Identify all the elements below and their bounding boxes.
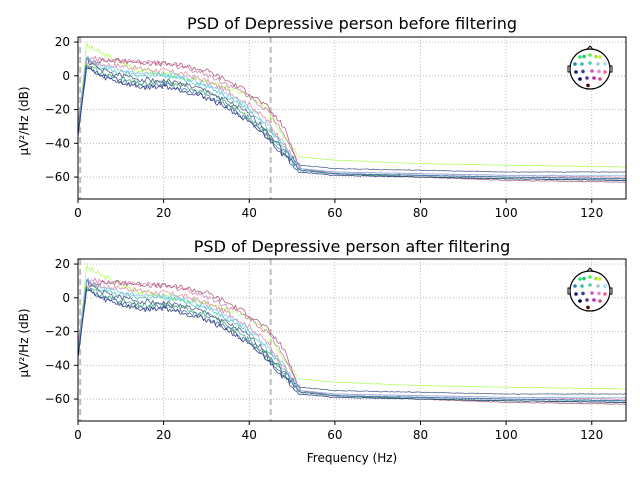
y-tick-label: 0 xyxy=(62,291,70,305)
sensor-dot xyxy=(603,292,607,296)
sensor-dot xyxy=(597,291,601,296)
sensor-dot xyxy=(596,284,600,288)
x-axis-label: Frequency (Hz) xyxy=(307,451,398,465)
sensor-dot xyxy=(580,62,584,66)
y-tick-label: −40 xyxy=(45,358,70,372)
sensor-dot xyxy=(582,54,586,59)
sensor-dot xyxy=(592,298,596,302)
psd-series-line xyxy=(78,55,626,177)
y-tick-label: −20 xyxy=(45,325,70,339)
x-tick-label: 20 xyxy=(156,428,171,442)
x-tick-label: 80 xyxy=(413,206,428,220)
sensor-dot xyxy=(598,299,602,303)
psd-series-line xyxy=(78,67,626,182)
psd-series-line xyxy=(78,277,626,399)
sensor-dot xyxy=(603,70,607,74)
y-tick-label: 20 xyxy=(55,257,70,271)
sensor-dot xyxy=(578,77,582,81)
psd-series-line xyxy=(78,58,626,173)
psd-series-line xyxy=(78,280,626,395)
chart-before-filtering: PSD of Depressive person before filterin… xyxy=(17,14,627,220)
chart-title: PSD of Depressive person before filterin… xyxy=(187,14,517,33)
left-ear-mark xyxy=(567,65,571,73)
series-group xyxy=(78,264,626,405)
y-tick-label: −40 xyxy=(45,136,70,150)
y-tick-label: 20 xyxy=(55,35,70,49)
y-tick-label: −60 xyxy=(45,392,70,406)
sensor-dot xyxy=(574,292,578,296)
sensor-dot xyxy=(590,69,594,73)
x-tick-label: 40 xyxy=(242,206,257,220)
sensor-dot xyxy=(574,70,578,74)
sensor-dot xyxy=(573,62,577,66)
x-tick-label: 100 xyxy=(495,206,518,220)
sensor-dot xyxy=(578,55,582,59)
x-tick-label: 0 xyxy=(74,428,82,442)
sensor-dot xyxy=(578,299,582,303)
sensor-dot xyxy=(580,284,584,288)
sensor-dot xyxy=(586,83,590,88)
x-tick-label: 40 xyxy=(242,428,257,442)
sensor-dot xyxy=(597,69,601,74)
sensor-dot xyxy=(582,276,586,281)
y-axis-label: µV²/Hz (dB) xyxy=(17,308,31,377)
sensor-dot xyxy=(590,291,594,295)
left-ear-mark xyxy=(567,287,571,295)
sensor-dot xyxy=(585,76,589,80)
axes-frame xyxy=(77,258,627,422)
y-tick-label: 0 xyxy=(62,69,70,83)
series-group xyxy=(78,42,626,183)
sensor-dot xyxy=(581,291,585,296)
sensor-dot xyxy=(594,54,598,59)
sensor-dot xyxy=(598,77,602,81)
x-tick-label: 20 xyxy=(156,206,171,220)
sensor-dot xyxy=(592,76,596,80)
sensor-dot xyxy=(588,275,592,279)
axes-frame xyxy=(77,36,627,200)
right-ear-mark xyxy=(609,287,613,295)
plot-area: 0 20 40 60 80 100 120 20 0 −20 −40 −60 xyxy=(45,257,627,442)
sensor-layout-inset xyxy=(567,267,613,312)
x-tick-label: 60 xyxy=(327,206,342,220)
sensor-dot xyxy=(594,276,598,281)
y-tick-label: −20 xyxy=(45,103,70,117)
psd-series-line xyxy=(78,287,626,402)
sensor-dot xyxy=(588,53,592,57)
sensor-dot xyxy=(573,284,577,288)
sensor-dot xyxy=(588,61,592,65)
y-tick-label: −60 xyxy=(45,170,70,184)
sensor-dot xyxy=(588,283,592,287)
chart-after-filtering: PSD of Depressive person after filtering… xyxy=(17,237,627,465)
x-tick-label: 0 xyxy=(74,206,82,220)
y-axis-label: µV²/Hz (dB) xyxy=(17,86,31,155)
x-tick-label: 60 xyxy=(327,428,342,442)
x-tick-label: 120 xyxy=(580,428,603,442)
sensor-dot xyxy=(598,55,602,59)
sensor-dot xyxy=(581,69,585,74)
sensor-dot xyxy=(596,62,600,66)
psd-series-line xyxy=(78,42,626,168)
psd-series-line xyxy=(78,264,626,390)
sensor-dot xyxy=(585,298,589,302)
sensor-dot xyxy=(603,62,607,66)
psd-series-line xyxy=(78,289,626,404)
plot-area: 0 20 40 60 80 100 120 20 0 −20 −40 −60 xyxy=(45,35,627,220)
nose-mark xyxy=(586,267,594,272)
sensor-dot xyxy=(586,305,590,310)
sensor-dot xyxy=(603,284,607,288)
sensor-layout-inset xyxy=(567,45,613,90)
x-tick-label: 100 xyxy=(495,428,518,442)
sensor-dot xyxy=(578,277,582,281)
nose-mark xyxy=(586,45,594,50)
x-tick-label: 120 xyxy=(580,206,603,220)
chart-title: PSD of Depressive person after filtering xyxy=(194,237,510,256)
sensor-dot xyxy=(598,277,602,281)
x-tick-label: 80 xyxy=(413,428,428,442)
right-ear-mark xyxy=(609,65,613,73)
psd-series-line xyxy=(78,65,626,180)
